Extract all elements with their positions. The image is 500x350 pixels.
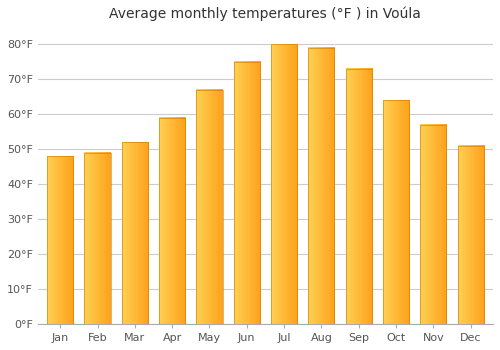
Title: Average monthly temperatures (°F ) in Voúla: Average monthly temperatures (°F ) in Vo…: [110, 7, 422, 21]
Bar: [122, 142, 148, 324]
Bar: [420, 125, 446, 324]
Bar: [84, 153, 110, 324]
Bar: [383, 100, 409, 324]
Bar: [458, 146, 483, 324]
Bar: [196, 90, 222, 324]
Bar: [159, 118, 185, 324]
Bar: [47, 156, 74, 324]
Bar: [234, 62, 260, 324]
Bar: [346, 69, 372, 324]
Bar: [308, 48, 334, 324]
Bar: [271, 44, 297, 324]
